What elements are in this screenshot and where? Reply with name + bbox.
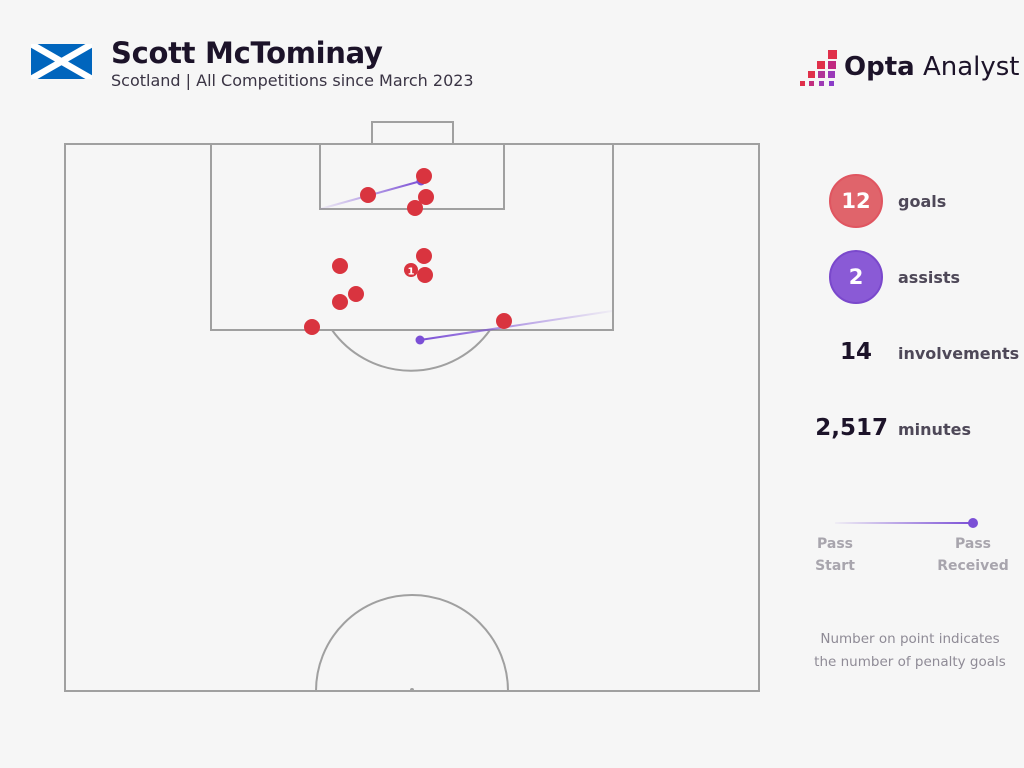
penalty-arc: [331, 329, 491, 372]
goal-point: [332, 258, 348, 274]
goals-value: 12: [841, 189, 871, 213]
center-spot: [410, 688, 414, 692]
goal-point: [348, 286, 364, 302]
goal-point: [360, 187, 376, 203]
subtitle: Scotland | All Competitions since March …: [111, 71, 474, 90]
goal: [371, 121, 454, 145]
goal-point: [416, 248, 432, 264]
minutes-label: minutes: [898, 420, 971, 439]
opta-pixel-stair-icon: [800, 50, 837, 86]
six-yard-box: [319, 143, 505, 210]
goals-label: goals: [898, 192, 947, 211]
assist-receive-point: [415, 335, 425, 345]
player-name: Scott McTominay: [111, 36, 383, 70]
goal-point: [496, 313, 512, 329]
involvements-value: 14: [839, 339, 872, 365]
goal-point: [418, 189, 434, 205]
goal-point-penalty: [404, 263, 418, 277]
legend-pass-received-label: Pass Received: [937, 536, 1009, 574]
goal-point: [407, 200, 423, 216]
penalty-count-label: 1: [408, 267, 415, 278]
goal-point: [304, 319, 320, 335]
legend-pass-start-label: Pass Start: [815, 536, 855, 574]
goal-point: [416, 168, 432, 184]
penalty-note: Number on point indicates the number of …: [814, 631, 1006, 670]
goals-badge: 12: [829, 174, 883, 228]
assists-label: assists: [898, 268, 961, 287]
pitch-outline: [64, 143, 760, 692]
penalty-box: [210, 143, 614, 331]
assist-pass-line: [419, 310, 613, 341]
opta-analyst-logo: Opta Analyst: [798, 48, 1020, 90]
center-circle: [315, 594, 509, 692]
assists-value: 2: [848, 265, 864, 289]
scotland-flag-icon: [31, 44, 92, 79]
legend-pass-received-dot: [968, 518, 978, 528]
involvements-label: involvements: [898, 344, 1020, 363]
assists-badge: 2: [829, 250, 883, 304]
goal-point: [417, 267, 433, 283]
goal-point: [332, 294, 348, 310]
brand-name: Opta Analyst: [844, 52, 1020, 82]
minutes-value: 2,517: [815, 415, 888, 441]
